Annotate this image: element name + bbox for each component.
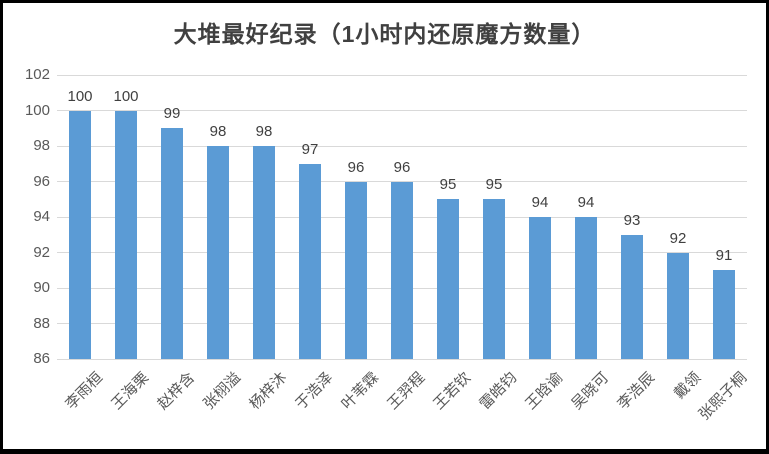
bar-value-label: 93: [623, 211, 641, 229]
plot-area: 100 100 99 98 98 97 96 96 95 95 94 94 93 92 91: [57, 74, 747, 360]
chart-title: 大堆最好纪录（1小时内还原魔方数量）: [173, 21, 596, 47]
y-tick-label: 98: [33, 137, 50, 154]
bar: [621, 234, 643, 359]
bar: [115, 110, 137, 359]
bar-value-label: 100: [67, 87, 93, 105]
bar-value-label: 98: [255, 123, 273, 140]
y-tick-label: 90: [33, 279, 50, 296]
y-tick-label: 102: [24, 66, 50, 83]
category-label: 王海栗: [108, 369, 153, 413]
category-label: 于浩泽: [292, 369, 337, 413]
y-tick-label: 100: [24, 101, 50, 119]
bar: [667, 252, 689, 359]
bar: [345, 181, 367, 359]
y-tick-label: 86: [33, 350, 50, 367]
category-label: 叶苇霖: [338, 369, 383, 413]
gridline: [57, 110, 747, 111]
bar-value-label: 94: [531, 194, 549, 211]
category-label: 王羿程: [384, 369, 429, 413]
category-label: 王若钦: [430, 369, 475, 413]
bar-value-label: 97: [301, 140, 319, 158]
category-label: 王晗谕: [522, 369, 567, 413]
bar: [575, 217, 597, 359]
category-label: 赵梓含: [154, 369, 199, 413]
category-label: 雷皓钧: [476, 369, 521, 413]
bar: [483, 199, 505, 359]
category-label: 吴晓可: [568, 369, 613, 413]
bar: [713, 270, 735, 359]
bar: [253, 146, 275, 359]
category-label: 戴领: [670, 369, 705, 403]
bar: [529, 217, 551, 359]
category-label: 张栩溢: [200, 369, 245, 413]
bar: [299, 163, 321, 359]
y-tick-label: 94: [33, 208, 50, 225]
bar-value-label: 95: [485, 176, 503, 194]
bar-value-label: 96: [347, 158, 365, 176]
bar-value-label: 91: [715, 247, 733, 265]
bar-value-label: 94: [577, 194, 595, 211]
bar: [207, 146, 229, 359]
y-axis: 86 88 90 92 94 96 98 100 102: [3, 66, 50, 367]
bar: [437, 199, 459, 359]
bar: [391, 181, 413, 359]
gridline: [57, 145, 747, 147]
category-label: 李浩辰: [614, 369, 659, 413]
y-tick-label: 88: [33, 314, 50, 332]
bar-value-label: 95: [439, 176, 457, 194]
bar-value-label: 100: [113, 87, 139, 105]
bar: [69, 110, 91, 359]
bar: [161, 128, 183, 359]
category-label: 杨梓沐: [246, 369, 291, 413]
gridline: [57, 358, 747, 360]
y-tick-label: 96: [33, 172, 50, 190]
bar-value-label: 92: [669, 229, 687, 247]
bar-value-label: 96: [393, 158, 411, 176]
bar-value-label: 99: [163, 105, 181, 123]
bar-value-label: 98: [209, 123, 227, 140]
gridline: [57, 74, 747, 76]
x-axis-labels: 李雨桓 王海栗 赵梓含 张栩溢 杨梓沐 于浩泽 叶苇霖 王羿程 王若钦 雷皓钧 王晗谕 吴晓可 李浩辰戴…: [57, 367, 750, 453]
category-label: 李雨桓: [62, 369, 107, 413]
category-label: 张熙子桐: [695, 369, 751, 424]
y-tick-label: 92: [33, 243, 50, 261]
